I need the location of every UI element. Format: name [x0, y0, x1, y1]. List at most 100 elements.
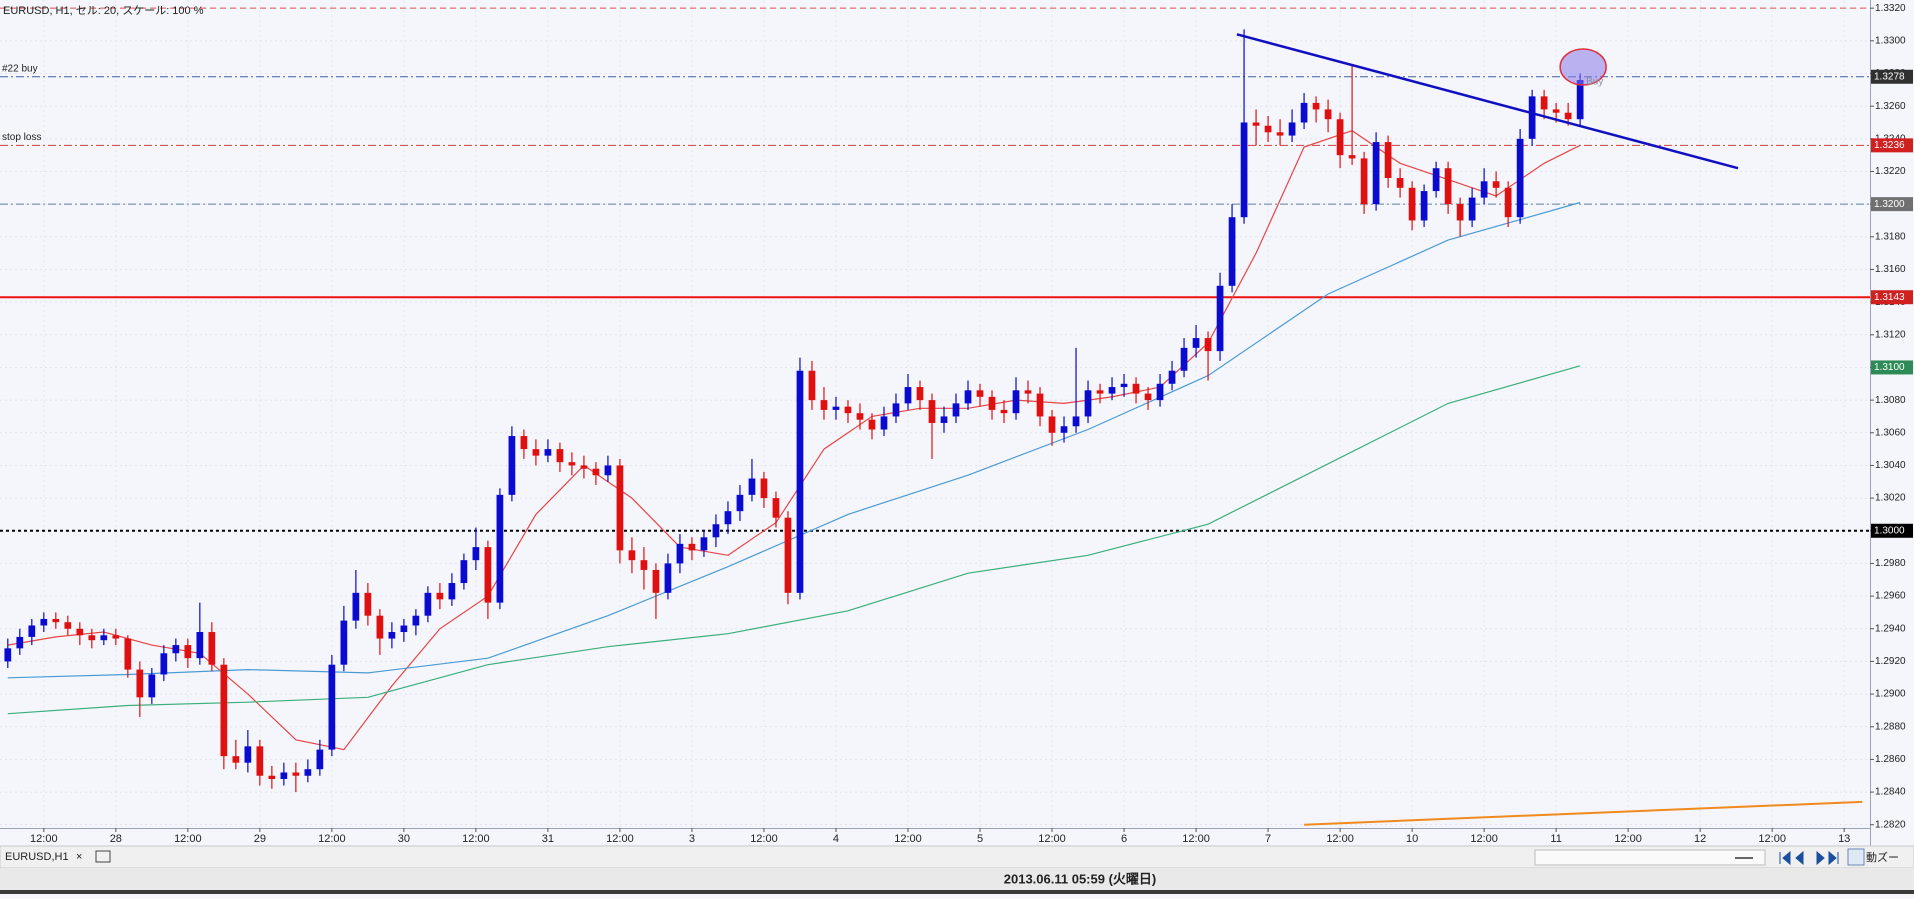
- status-bar: [0, 868, 1914, 890]
- candle-body: [160, 653, 168, 675]
- candle-body: [832, 406, 840, 410]
- chart-title: EURUSD, H1, セル: 20, スケール: 100 %: [3, 4, 204, 17]
- auto-scroll[interactable]: 動ズー: [1866, 850, 1899, 864]
- y-tick-label: 1.2880: [1875, 721, 1906, 732]
- x-tick-label: 13: [1838, 833, 1850, 845]
- candle-body: [208, 632, 216, 665]
- y-tick-label: 1.2940: [1875, 623, 1906, 634]
- price-marker-label: 1.3000: [1874, 525, 1905, 536]
- candle-body: [712, 524, 720, 538]
- candle-body: [1060, 426, 1068, 433]
- candle-body: [808, 370, 816, 401]
- x-tick-label: 6: [1121, 833, 1127, 845]
- candle-body: [100, 635, 108, 641]
- candle-body: [460, 560, 468, 584]
- candle-body: [580, 465, 588, 469]
- candle-body: [1024, 390, 1032, 394]
- candle-body: [4, 648, 12, 662]
- candle-body: [1480, 181, 1488, 198]
- candle-body: [604, 465, 612, 476]
- candle-body: [232, 756, 240, 763]
- candle-body: [1012, 390, 1020, 414]
- candle-body: [1132, 383, 1140, 394]
- candle-body: [376, 615, 384, 639]
- candle-body: [268, 775, 276, 780]
- auto-scroll-icon[interactable]: [1847, 848, 1865, 866]
- candle-body: [40, 618, 48, 626]
- candle-body: [1528, 96, 1536, 139]
- x-tick-label: 30: [398, 833, 410, 845]
- candle-body: [1180, 347, 1188, 371]
- tab-close[interactable]: ×: [76, 851, 82, 863]
- candle-body: [292, 772, 300, 776]
- y-tick-label: 1.2920: [1875, 656, 1906, 667]
- candle-body: [328, 664, 336, 750]
- scroll-box[interactable]: [1534, 849, 1766, 866]
- candle-body: [1348, 155, 1356, 159]
- status-datetime: 2013.06.11 05:59 (火曜日): [1004, 871, 1156, 886]
- y-tick-label: 1.3220: [1875, 166, 1906, 177]
- x-tick-label: 10: [1406, 833, 1418, 845]
- candle-body: [964, 390, 972, 404]
- candle-body: [988, 396, 996, 410]
- chart-tab[interactable]: EURUSD,H1: [5, 851, 69, 863]
- price-marker-label: 1.3278: [1874, 71, 1905, 82]
- price-marker-label: 1.3200: [1874, 199, 1905, 210]
- candle-body: [76, 628, 84, 636]
- candle-body: [436, 592, 444, 600]
- candle-body: [868, 419, 876, 430]
- x-tick-label: 3: [689, 833, 695, 845]
- candle-body: [820, 400, 828, 410]
- candle-body: [1432, 168, 1440, 192]
- candle-body: [532, 449, 540, 456]
- candle-body: [1516, 138, 1524, 218]
- candle-body: [736, 494, 744, 512]
- price-marker-label: 1.3236: [1874, 140, 1905, 151]
- candle-body: [628, 550, 636, 561]
- y-tick-label: 1.2860: [1875, 754, 1906, 765]
- candle-body: [1504, 187, 1512, 218]
- candle-body: [976, 390, 984, 397]
- candle-body: [772, 498, 780, 518]
- candle-body: [544, 449, 552, 456]
- scroll-buttons[interactable]: [1779, 850, 1839, 866]
- candle-body: [880, 416, 888, 430]
- price-marker: [1871, 197, 1913, 212]
- candle-body: [640, 560, 648, 570]
- candle-body: [796, 370, 804, 593]
- candle-body: [844, 406, 852, 414]
- y-tick-label: 1.2820: [1875, 819, 1906, 830]
- trend-line: [1236, 33, 1739, 170]
- candle-body: [1552, 109, 1560, 113]
- candle-body: [1396, 178, 1404, 188]
- candle-body: [352, 592, 360, 621]
- candle-body: [1048, 416, 1056, 433]
- candle-body: [940, 416, 948, 423]
- candle-body: [400, 625, 408, 633]
- candle-body: [520, 436, 528, 450]
- chart-background: [0, 0, 1914, 846]
- y-tick-label: 1.3040: [1875, 460, 1906, 471]
- candle-body: [316, 749, 324, 770]
- candle-body: [112, 635, 120, 639]
- candle-body: [904, 387, 912, 404]
- candle-body: [1168, 370, 1176, 384]
- bottom-edge: [0, 890, 1914, 894]
- x-tick-label: 12:00: [606, 833, 634, 845]
- candle-body: [1288, 122, 1296, 136]
- tab-icon[interactable]: [95, 850, 111, 863]
- x-tick-label: 12:00: [1038, 833, 1066, 845]
- x-tick-label: 12:00: [318, 833, 346, 845]
- candle-body: [172, 645, 180, 654]
- trend-line: [1304, 800, 1863, 826]
- candle-body: [256, 746, 264, 776]
- candle-body: [1576, 80, 1584, 120]
- y-tick-label: 1.3260: [1875, 101, 1906, 112]
- candle-body: [1276, 132, 1284, 136]
- candle-body: [1084, 390, 1092, 417]
- price-marker: [1871, 69, 1913, 84]
- candle-body: [616, 465, 624, 551]
- y-tick-label: 1.3060: [1875, 427, 1906, 438]
- x-tick-label: 31: [542, 833, 554, 845]
